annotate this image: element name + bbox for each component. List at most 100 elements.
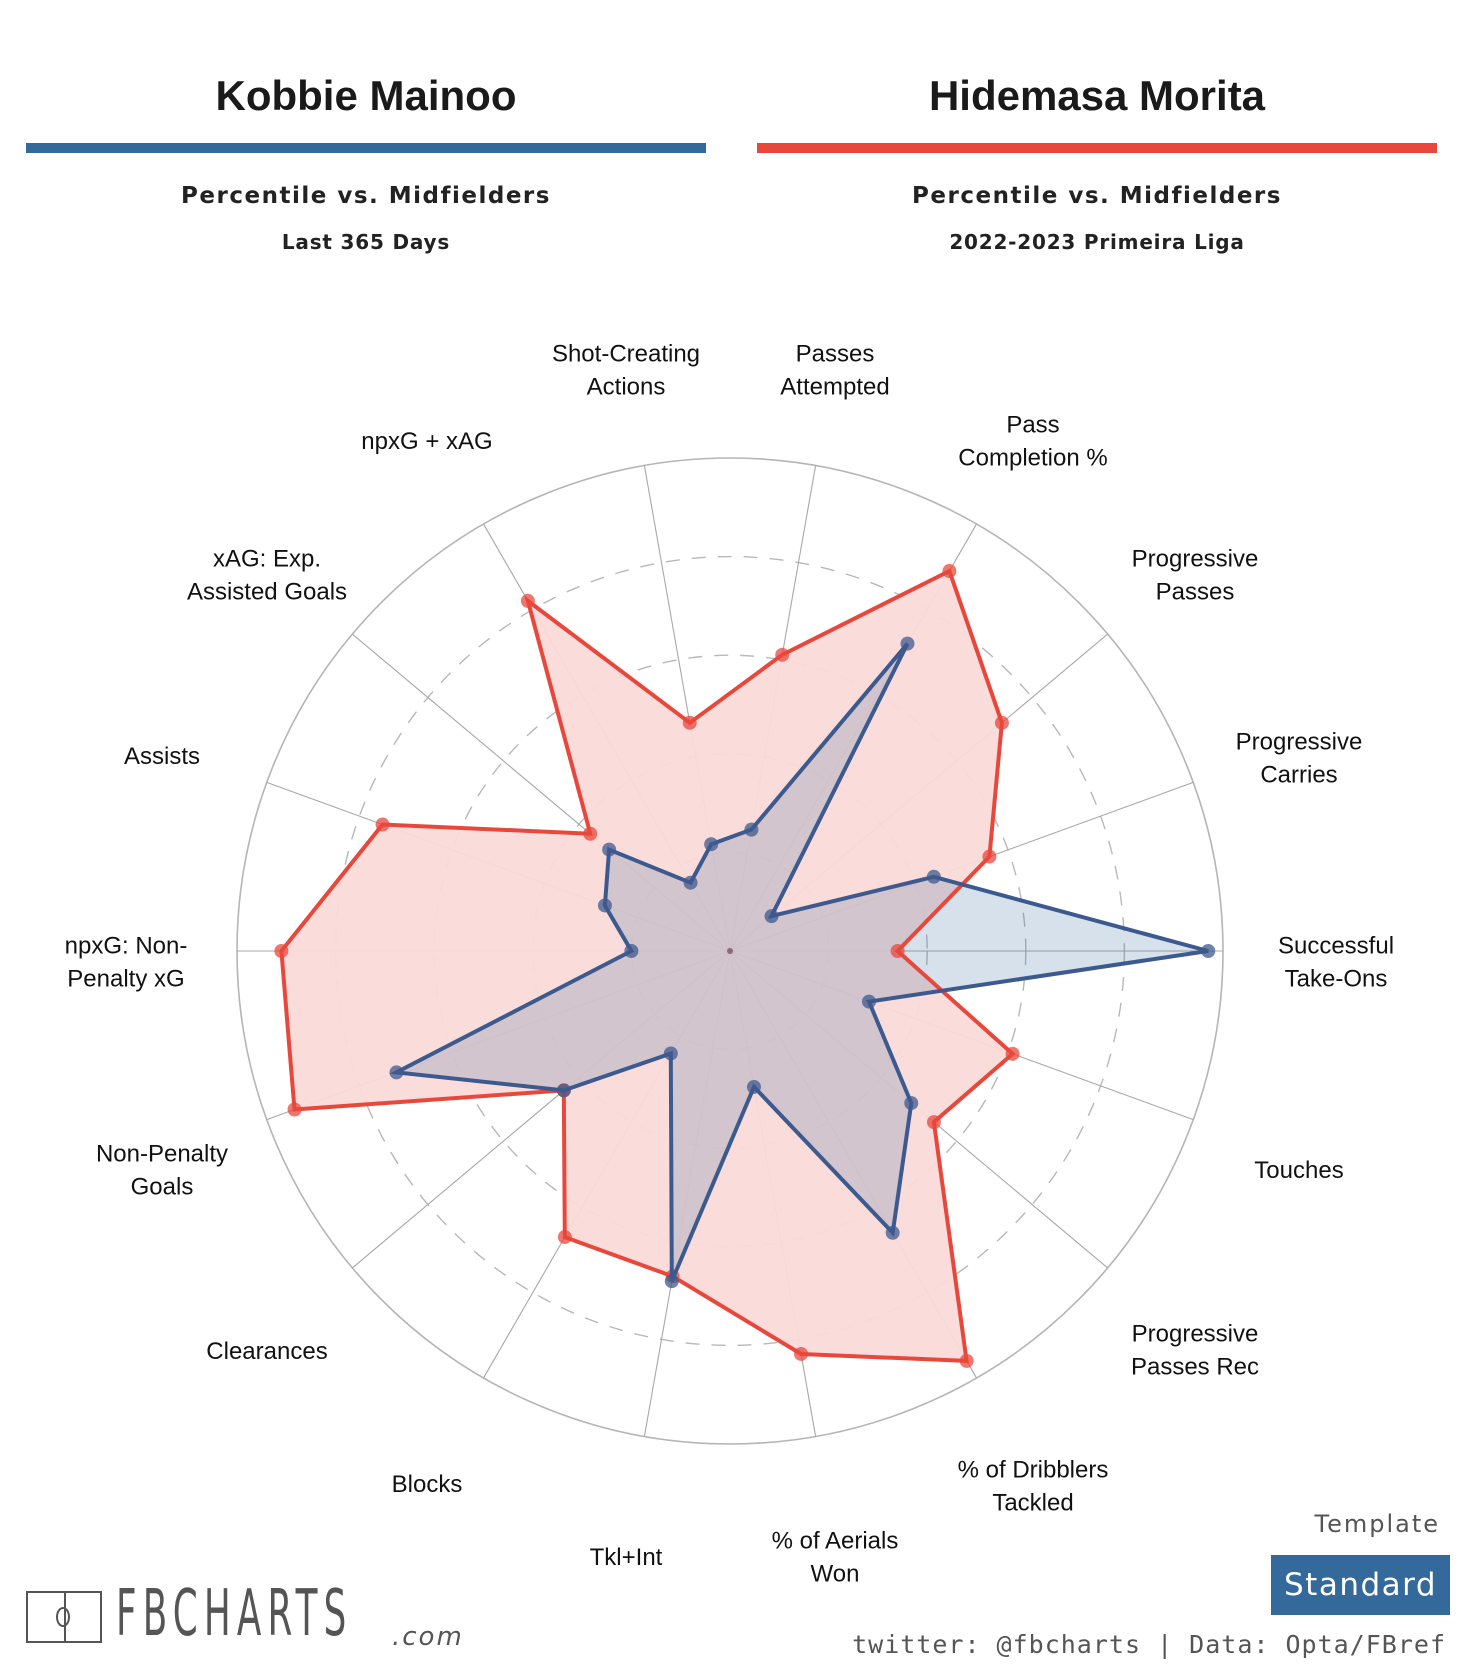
axis-label-line: Passes: [796, 341, 875, 368]
player-name: Hidemasa Morita: [928, 72, 1266, 119]
axis-label-line: Tackled: [992, 1490, 1073, 1517]
data-point: [764, 909, 779, 924]
axis-label-line: Attempted: [780, 374, 889, 401]
data-point: [624, 944, 639, 958]
radar-center: [727, 948, 733, 954]
axis-label-line: Assists: [124, 743, 200, 770]
axis-label-line: Take-Ons: [1285, 966, 1388, 993]
data-point: [885, 1225, 900, 1240]
axis-label-line: Non-Penalty: [96, 1141, 228, 1168]
axis-label-line: Progressive: [1132, 546, 1259, 573]
data-point: [744, 822, 759, 837]
data-point: [794, 1346, 809, 1361]
axis-label-line: Actions: [587, 374, 666, 401]
player-comparison-group: Percentile vs. Midfielders: [912, 183, 1282, 209]
data-point: [904, 1096, 919, 1111]
data-point: [890, 944, 905, 958]
data-point: [994, 715, 1009, 730]
player-color-bar: [757, 143, 1437, 153]
data-point: [900, 636, 915, 651]
axis-label-line: Clearances: [206, 1338, 327, 1365]
data-point: [982, 849, 997, 864]
logo-suffix: .com: [392, 1622, 464, 1652]
data-point: [583, 826, 598, 841]
axis-label: xAG: Exp. Assisted Goals: [187, 546, 347, 606]
player-comparison-group: Percentile vs. Midfielders: [181, 183, 551, 209]
data-point: [1201, 944, 1216, 958]
data-point: [926, 869, 941, 884]
footer-credit: twitter: @fbcharts | Data: Opta/FBref: [852, 1630, 1446, 1659]
axis-label-line: Carries: [1260, 762, 1337, 789]
data-point: [682, 715, 697, 730]
axis-label: % of Dribblers Tackled: [958, 1457, 1109, 1517]
data-point: [1005, 1046, 1020, 1061]
data-point: [746, 1079, 761, 1094]
axis-label: Touches: [1254, 1157, 1343, 1184]
axis-label-line: npxG: Non-: [65, 933, 188, 960]
axis-label: Progressive Carries: [1236, 729, 1363, 789]
data-point: [557, 1230, 572, 1245]
axis-label-line: Tkl+Int: [590, 1544, 663, 1571]
template-badge: Standard: [1271, 1555, 1450, 1615]
axis-label-line: xAG: Exp.: [213, 546, 321, 573]
axis-label: Assists: [124, 743, 200, 770]
data-point: [597, 898, 612, 913]
axis-label: Non-Penalty Goals: [96, 1141, 228, 1201]
axis-label: Passes Attempted: [780, 341, 889, 401]
data-point: [556, 1083, 571, 1098]
axis-label-line: Penalty xG: [67, 966, 184, 993]
axis-label: Pass Completion %: [958, 412, 1107, 472]
series-area-mainoo: [396, 643, 1209, 1282]
data-point: [959, 1353, 974, 1368]
axis-label-line: npxG + xAG: [361, 428, 492, 455]
axis-label: % of Aerials Won: [772, 1528, 899, 1588]
data-point: [375, 817, 390, 832]
data-point: [942, 564, 957, 579]
axis-label-line: Passes Rec: [1131, 1354, 1259, 1381]
data-point: [287, 1102, 302, 1117]
axis-label: npxG: Non- Penalty xG: [65, 933, 188, 993]
data-point: [861, 994, 876, 1009]
axis-label: Progressive Passes: [1132, 546, 1259, 606]
axis-label-line: Won: [811, 1561, 860, 1588]
fbcharts-logo: FBCHARTS: [26, 1577, 497, 1651]
player-period: Last 365 Days: [281, 230, 451, 254]
data-point: [704, 837, 719, 852]
axis-label-line: Touches: [1254, 1157, 1343, 1184]
football-pitch-icon: [26, 1591, 102, 1643]
axis-label-line: Progressive: [1132, 1321, 1259, 1348]
axis-label-line: Passes: [1156, 579, 1235, 606]
axis-label-line: Goals: [131, 1174, 194, 1201]
axis-label-line: Successful: [1278, 933, 1394, 960]
data-point: [602, 842, 617, 857]
data-point: [389, 1065, 404, 1080]
data-point: [664, 1274, 679, 1289]
logo-text: FBCHARTS: [116, 1577, 353, 1651]
axis-label-line: % of Aerials: [772, 1528, 899, 1555]
axis-label: Blocks: [392, 1471, 463, 1498]
data-point: [775, 647, 790, 662]
data-point: [683, 875, 698, 890]
axis-label: Tkl+Int: [590, 1544, 663, 1571]
series-area-morita: [281, 571, 1013, 1361]
axis-label-line: Blocks: [392, 1471, 463, 1498]
data-point: [520, 593, 535, 608]
axis-label-line: Assisted Goals: [187, 579, 347, 606]
player-color-bar: [26, 143, 706, 153]
axis-label-line: Progressive: [1236, 729, 1363, 756]
radar-series: [274, 564, 1216, 1368]
axis-label-line: Completion %: [958, 445, 1107, 472]
axis-label: Progressive Passes Rec: [1131, 1321, 1259, 1381]
data-point: [926, 1115, 941, 1130]
player-period: 2022-2023 Primeira Liga: [949, 230, 1245, 254]
axis-label-line: Pass: [1006, 412, 1059, 439]
axis-label: Clearances: [206, 1338, 327, 1365]
axis-label: npxG + xAG: [361, 428, 492, 455]
axis-label-line: Shot-Creating: [552, 341, 700, 368]
axis-label-line: % of Dribblers: [958, 1457, 1109, 1484]
data-point: [663, 1046, 678, 1061]
axis-label: Shot-Creating Actions: [552, 341, 700, 401]
template-label: Template: [1314, 1510, 1440, 1538]
